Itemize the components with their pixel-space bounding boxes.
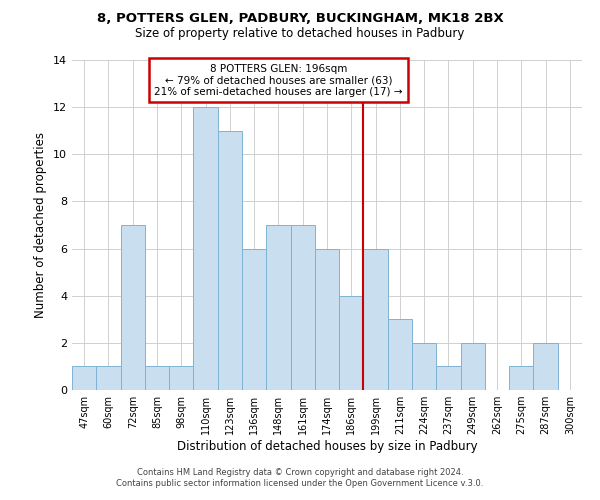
Bar: [169, 366, 193, 390]
Bar: [412, 343, 436, 390]
Bar: [218, 130, 242, 390]
Bar: [533, 343, 558, 390]
X-axis label: Distribution of detached houses by size in Padbury: Distribution of detached houses by size …: [176, 440, 478, 453]
Bar: [145, 366, 169, 390]
Bar: [364, 248, 388, 390]
Bar: [72, 366, 96, 390]
Y-axis label: Number of detached properties: Number of detached properties: [34, 132, 47, 318]
Bar: [96, 366, 121, 390]
Bar: [315, 248, 339, 390]
Text: 8, POTTERS GLEN, PADBURY, BUCKINGHAM, MK18 2BX: 8, POTTERS GLEN, PADBURY, BUCKINGHAM, MK…: [97, 12, 503, 26]
Text: Size of property relative to detached houses in Padbury: Size of property relative to detached ho…: [136, 28, 464, 40]
Bar: [436, 366, 461, 390]
Text: 8 POTTERS GLEN: 196sqm
← 79% of detached houses are smaller (63)
21% of semi-det: 8 POTTERS GLEN: 196sqm ← 79% of detached…: [154, 64, 403, 96]
Bar: [242, 248, 266, 390]
Bar: [388, 320, 412, 390]
Bar: [193, 107, 218, 390]
Bar: [121, 225, 145, 390]
Text: Contains HM Land Registry data © Crown copyright and database right 2024.
Contai: Contains HM Land Registry data © Crown c…: [116, 468, 484, 487]
Bar: [461, 343, 485, 390]
Bar: [290, 225, 315, 390]
Bar: [339, 296, 364, 390]
Bar: [266, 225, 290, 390]
Bar: [509, 366, 533, 390]
